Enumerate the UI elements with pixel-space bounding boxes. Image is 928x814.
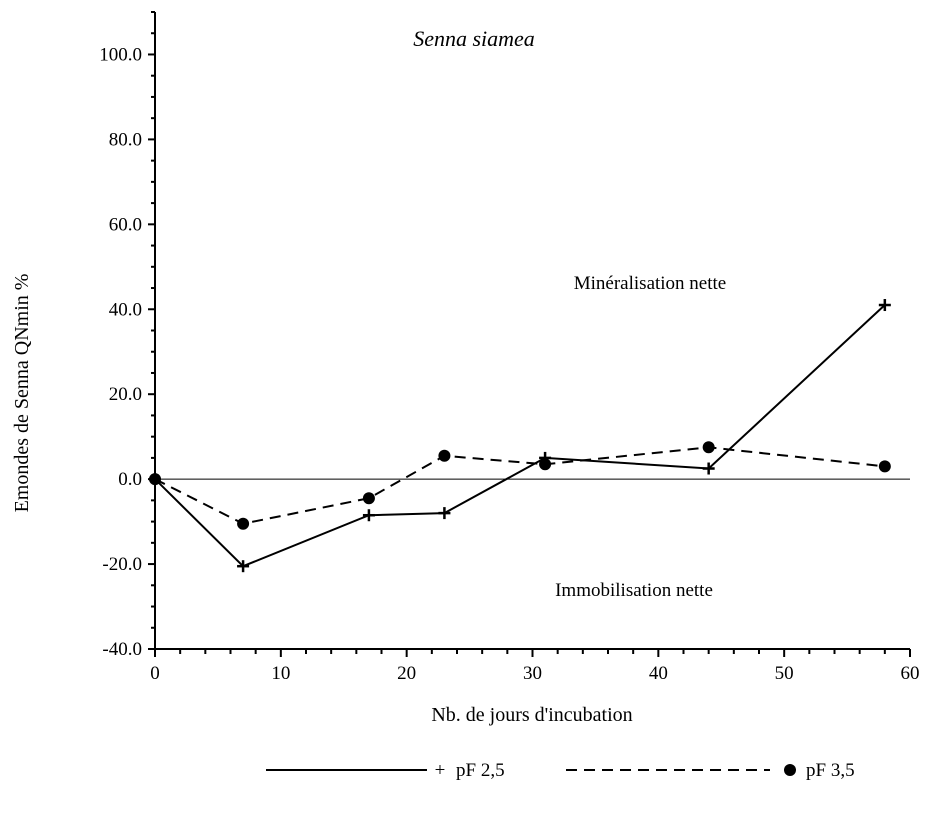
series-line-1 bbox=[154, 304, 886, 568]
y-tick-label: 40.0 bbox=[109, 299, 142, 320]
legend-label-pf25: pF 2,5 bbox=[456, 760, 505, 781]
y-tick-label: 60.0 bbox=[109, 214, 142, 235]
series bbox=[149, 299, 891, 573]
y-tick-label: 80.0 bbox=[109, 129, 142, 150]
x-tick-label: 50 bbox=[775, 663, 794, 684]
data-point-plus bbox=[878, 299, 891, 312]
x-tick-label: 30 bbox=[523, 663, 542, 684]
data-point-plus bbox=[237, 560, 250, 573]
y-tick-label: -20.0 bbox=[102, 554, 142, 575]
data-point-circle bbox=[878, 460, 891, 473]
series-line-2 bbox=[154, 446, 885, 525]
data-point-circle bbox=[438, 449, 451, 462]
x-axis-label: Nb. de jours d'incubation bbox=[431, 704, 632, 726]
chart-title: Senna siamea bbox=[413, 26, 535, 51]
data-point-plus bbox=[702, 462, 715, 475]
data-point-plus bbox=[438, 507, 451, 520]
ticks: -40.0 -20.0 0.0 20.0 40.0 60.0 80.0 100.0 0 10 20 3… bbox=[99, 11, 920, 684]
data-point-circle bbox=[702, 441, 715, 454]
data-point-plus bbox=[362, 509, 375, 522]
y-tick-label: 0.0 bbox=[118, 469, 142, 490]
y-tick-label: -40.0 bbox=[102, 639, 142, 660]
data-point-circle bbox=[237, 517, 250, 530]
x-tick-label: 20 bbox=[397, 663, 416, 684]
data-point-circle bbox=[539, 458, 552, 471]
annotation-mineralisation: Minéralisation nette bbox=[574, 273, 726, 294]
x-tick-label: 40 bbox=[649, 663, 668, 684]
x-tick-label: 60 bbox=[901, 663, 920, 684]
axes bbox=[154, 12, 910, 650]
legend-label-pf35: pF 3,5 bbox=[806, 760, 855, 781]
y-tick-label: 100.0 bbox=[99, 44, 142, 65]
y-axis-label: Emondes de Senna QNmin % bbox=[11, 274, 33, 513]
y-tick-label: 20.0 bbox=[109, 384, 142, 405]
x-tick-label: 0 bbox=[150, 663, 160, 684]
data-point-circle bbox=[149, 473, 161, 486]
x-tick-label: 10 bbox=[271, 663, 290, 684]
data-point-circle bbox=[362, 492, 375, 505]
legend-plus-marker: + bbox=[435, 760, 446, 781]
legend-circle-marker bbox=[784, 764, 796, 776]
annotation-immobilisation: Immobilisation nette bbox=[555, 580, 713, 601]
legend: + pF 2,5 pF 3,5 bbox=[266, 760, 855, 781]
